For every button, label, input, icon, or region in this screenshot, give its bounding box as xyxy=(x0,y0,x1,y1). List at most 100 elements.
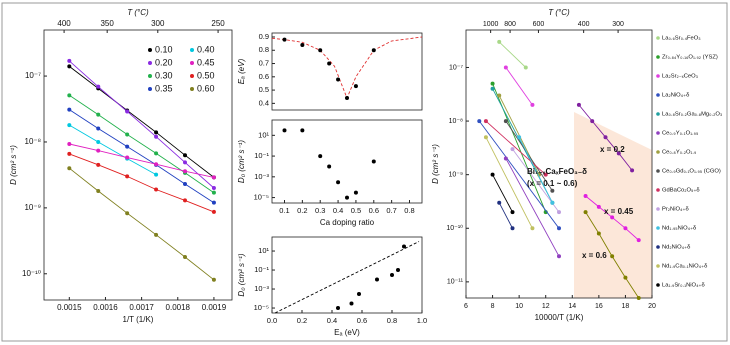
legend-marker xyxy=(190,87,194,91)
data-point xyxy=(497,39,502,44)
y-tick-label: 0.9 xyxy=(259,32,269,41)
annotation: x = 0.6 xyxy=(582,251,607,260)
legend-label: 0.50 xyxy=(197,70,215,80)
x-tick-label: 0.3 xyxy=(315,206,325,215)
x2-tick-label: 400 xyxy=(578,21,590,28)
x-tick-label: 0.6 xyxy=(369,206,379,215)
data-point xyxy=(477,119,482,124)
legend-marker xyxy=(656,245,660,249)
data-point xyxy=(523,65,528,70)
legend-label: 0.30 xyxy=(155,70,173,80)
x-axis-label: Ca doping ratio xyxy=(320,218,375,227)
data-point xyxy=(349,301,354,306)
series-line xyxy=(69,94,215,194)
data-point xyxy=(211,200,216,205)
data-point xyxy=(154,162,159,167)
data-point xyxy=(375,277,379,282)
data-point xyxy=(490,172,495,177)
data-point xyxy=(517,135,522,140)
y-tick-label: 10⁻¹ xyxy=(254,265,269,274)
data-point xyxy=(96,126,101,131)
x2-tick-label: 600 xyxy=(533,21,545,28)
data-point xyxy=(550,188,555,193)
series-line xyxy=(505,67,533,106)
legend-label: Ce₀.₈Y₀.₂O₁.₉ xyxy=(662,150,696,156)
legend-label: La₀.₈Sr₀.₂Ga₀.₈Mg₀.₂O₃ xyxy=(662,112,723,118)
series-line xyxy=(492,83,547,213)
data-point xyxy=(371,159,376,164)
legend-marker xyxy=(656,36,660,40)
data-point xyxy=(67,93,72,98)
data-point xyxy=(345,96,349,101)
data-point xyxy=(550,200,555,205)
data-point xyxy=(336,77,341,82)
legend-label: 0.60 xyxy=(197,83,215,93)
data-point xyxy=(154,187,159,192)
y-tick-label: 10⁻¹¹ xyxy=(447,279,464,286)
legend-label: Nd₂NiO₄₊δ xyxy=(662,245,690,251)
x-tick-label: 0.0017 xyxy=(129,303,154,312)
legend-label: La₁.₉Sr₀.₁NiO₄₊δ xyxy=(662,283,705,289)
y-axis-label: D₀ (cm² s⁻¹) xyxy=(237,253,246,296)
data-point xyxy=(183,182,187,187)
annotation: x = 0.2 xyxy=(600,145,625,154)
legend-label: 0.20 xyxy=(155,57,173,67)
series-line xyxy=(505,158,560,257)
series-line xyxy=(498,41,527,68)
data-point xyxy=(543,172,548,177)
data-point xyxy=(67,64,72,69)
legend-marker xyxy=(656,283,660,287)
data-point xyxy=(211,190,216,195)
x-tick-label: 0.5 xyxy=(351,206,361,215)
data-point xyxy=(318,48,323,53)
data-point xyxy=(623,226,628,231)
series-line xyxy=(69,60,215,189)
y-tick-label: 10⁻⁹ xyxy=(24,203,41,212)
x-tick-label: 14 xyxy=(568,303,576,310)
legend-marker xyxy=(656,112,660,116)
data-point xyxy=(590,119,595,124)
data-point xyxy=(596,231,601,236)
x-tick-label: 0.1 xyxy=(279,206,289,215)
annotation: x = 0.45 xyxy=(604,207,634,216)
data-point xyxy=(96,112,101,117)
legend-label: La₂Sr₂₋ₓCeO₃ xyxy=(662,74,699,80)
x2-tick-label: 1000 xyxy=(483,21,499,28)
x-tick-label: 6 xyxy=(464,303,468,310)
legend-label: La₂NiO₄₊δ xyxy=(662,93,689,99)
data-point xyxy=(183,169,187,174)
x2-tick-label: 350 xyxy=(100,19,114,28)
series-line xyxy=(69,124,157,175)
x-tick-label: 0.8 xyxy=(387,316,397,325)
x2-tick-label: 800 xyxy=(504,21,516,28)
data-point xyxy=(576,102,581,107)
y-tick-label: 0.7 xyxy=(259,59,269,68)
data-point xyxy=(530,102,535,107)
legend-marker xyxy=(148,74,152,78)
y-tick-label: 0.8 xyxy=(259,45,269,54)
data-point xyxy=(583,193,588,198)
y-tick-label: 10¹ xyxy=(258,130,269,139)
data-point xyxy=(125,174,130,179)
data-point xyxy=(282,128,287,133)
data-point xyxy=(623,275,628,280)
data-point xyxy=(630,168,635,173)
y-tick-label: 10⁻⁷ xyxy=(449,64,463,71)
highlight-region xyxy=(574,112,652,298)
series-line xyxy=(518,136,553,203)
data-point xyxy=(357,292,361,296)
x-tick-label: 10 xyxy=(515,303,523,310)
data-point xyxy=(490,81,495,86)
series-line xyxy=(478,120,560,229)
x-tick-label: 0.0016 xyxy=(93,303,118,312)
legend-label: Nd₁.₉Ca₀.₁NiO₄₊δ xyxy=(662,264,707,270)
x-axis-label: 1/T (1/K) xyxy=(123,315,154,324)
annotation: (x = 0.1 ~ 0.6) xyxy=(527,179,578,188)
series-line xyxy=(485,120,547,176)
data-point xyxy=(211,277,216,282)
x2-tick-label: 300 xyxy=(612,21,624,28)
y-tick-label: 10⁻⁵ xyxy=(254,193,269,202)
legend-label: Pr₂NiO₄₊δ xyxy=(662,207,689,213)
y-axis-label: D₀ (cm² s⁻¹) xyxy=(237,140,246,183)
x-tick-label: 18 xyxy=(622,303,630,310)
